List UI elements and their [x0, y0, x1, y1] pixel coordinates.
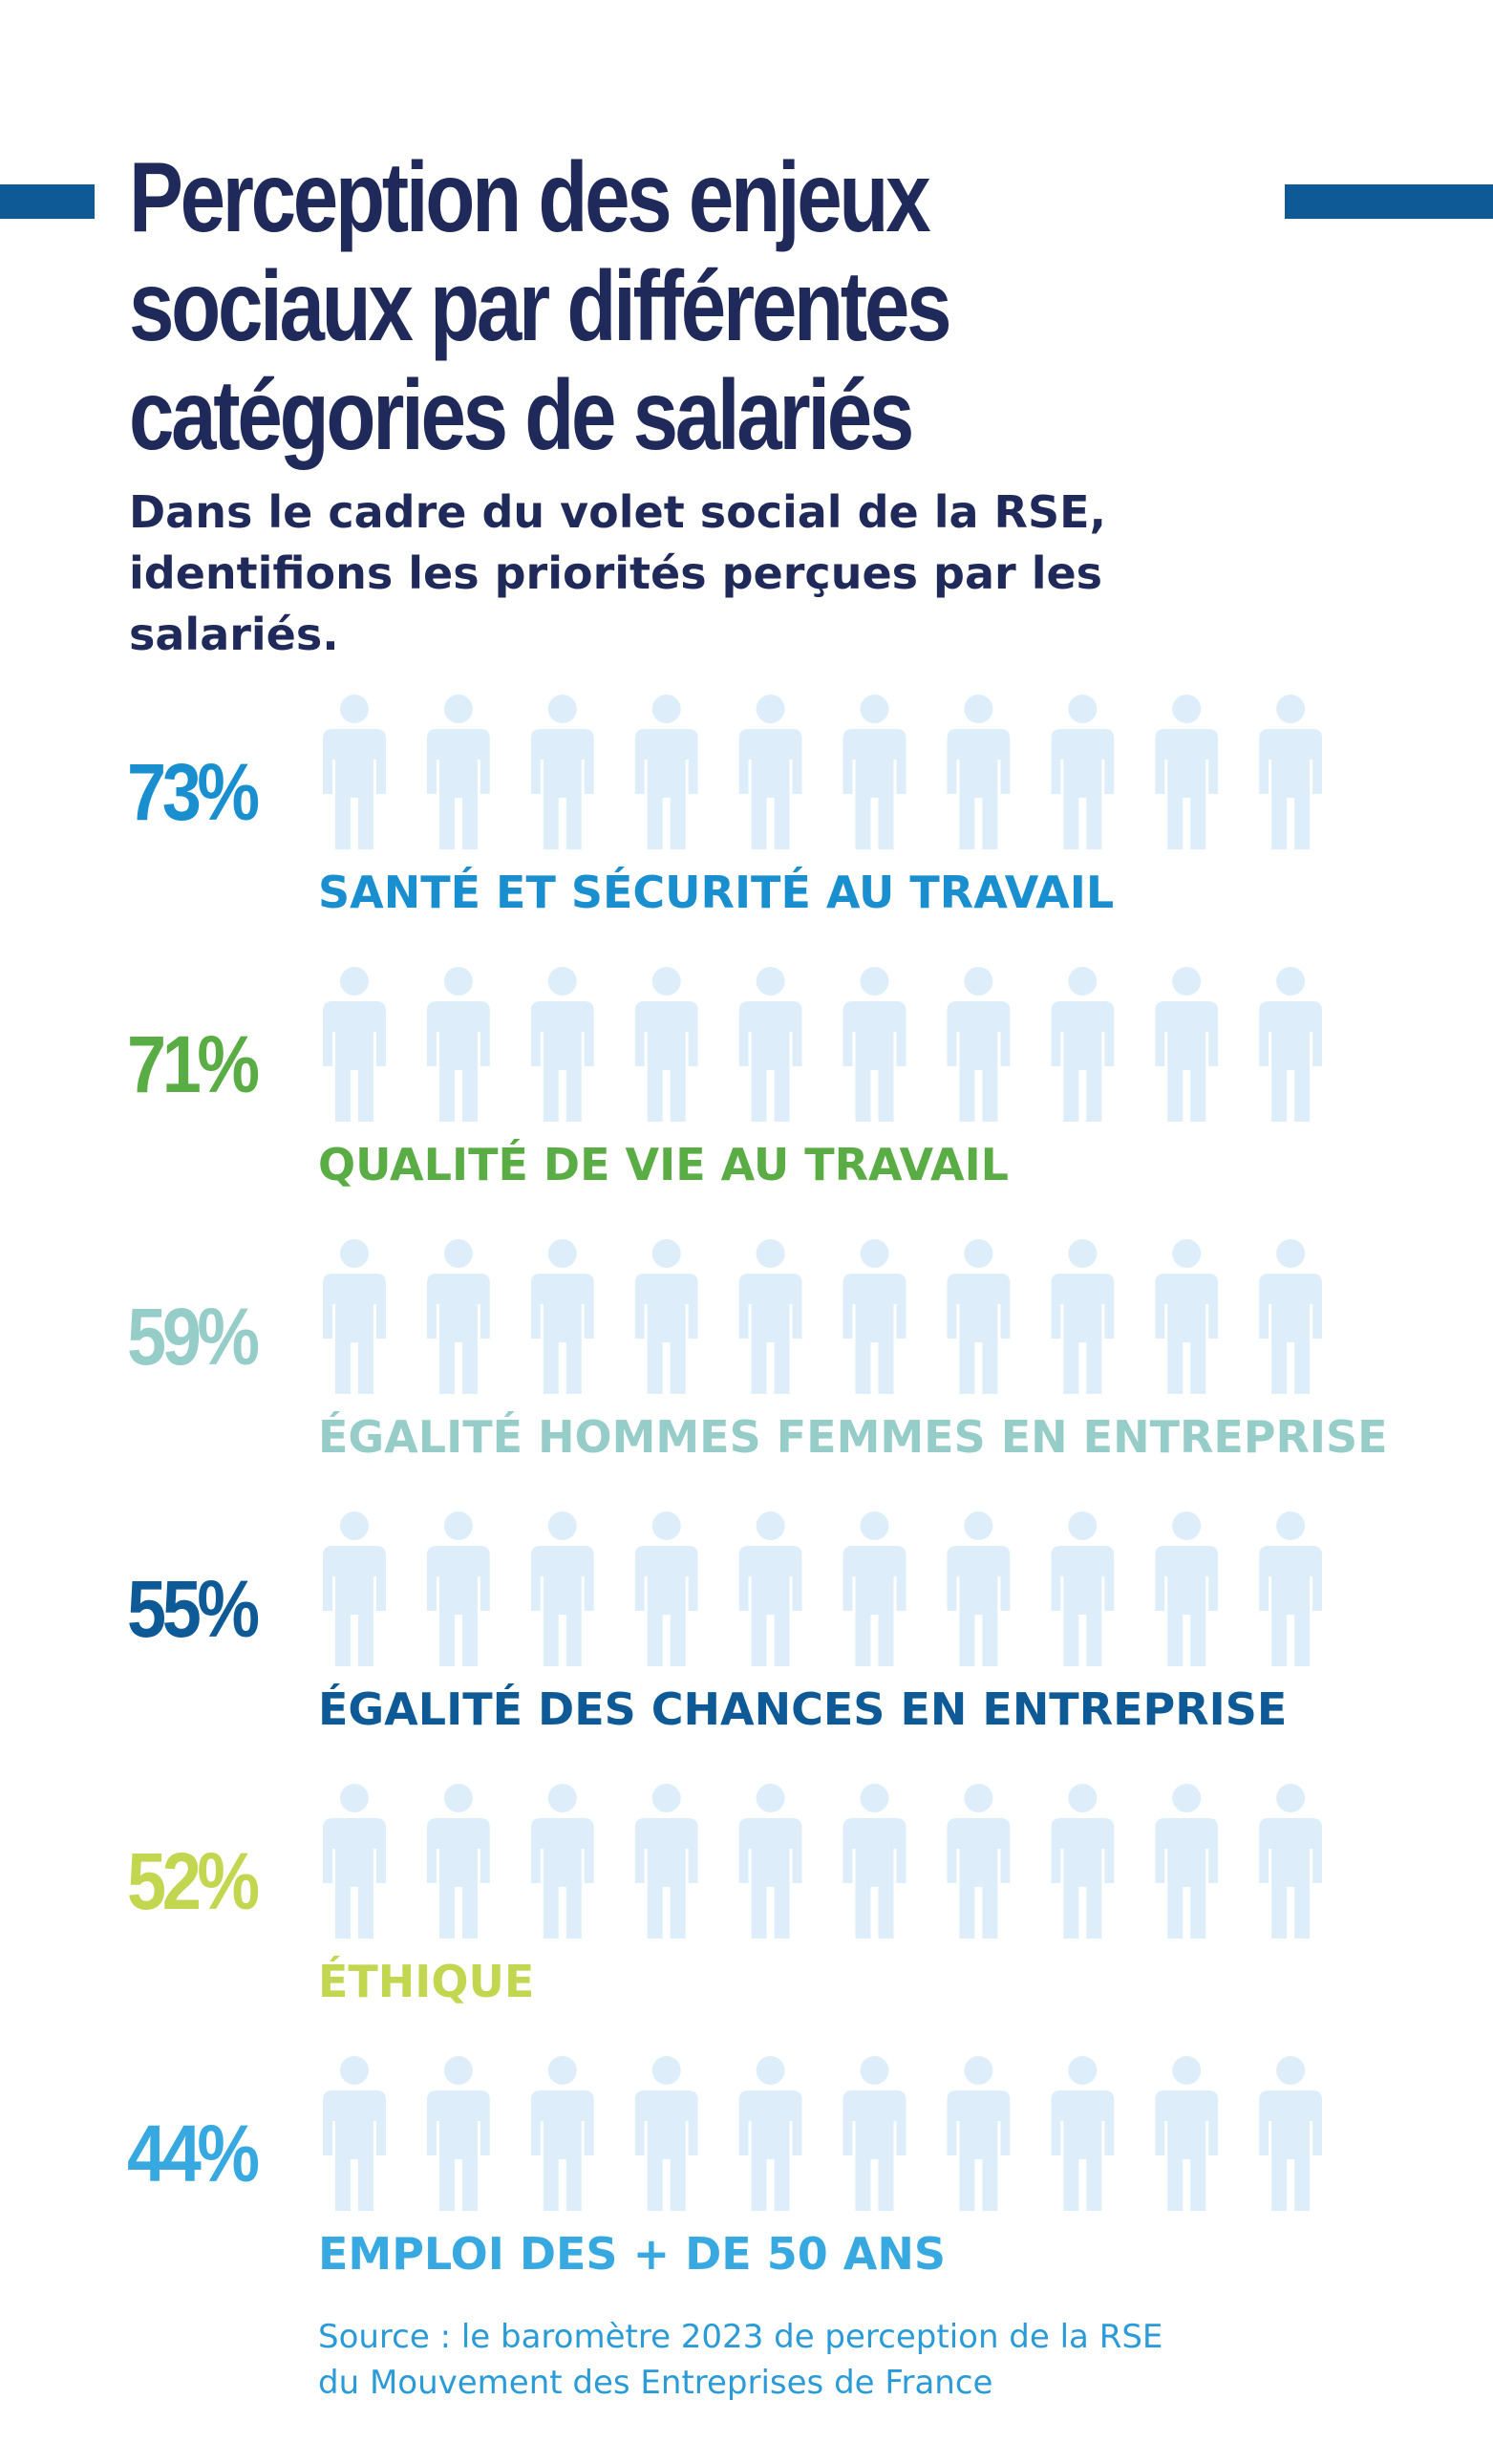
- pictograph-row: 52% ÉTHIQUE: [127, 1784, 1323, 2007]
- category-label: ÉGALITÉ HOMMES FEMMES EN ENTREPRISE: [318, 1411, 1388, 1463]
- person-icon: [1051, 1784, 1115, 1939]
- pictograph-row: 44% EMPLOI DES + DE 50 ANS: [127, 2056, 1323, 2280]
- person-icon: [323, 1239, 386, 1394]
- person-icon: [947, 967, 1011, 1122]
- person-icon: [842, 967, 906, 1122]
- source-note: Source : le baromètre 2023 de perception…: [318, 2314, 1369, 2406]
- percent-label: 52%: [127, 1836, 259, 1926]
- person-icon: [634, 695, 698, 849]
- percent-label: 44%: [127, 2109, 259, 2198]
- category-label: EMPLOI DES + DE 50 ANS: [318, 2228, 946, 2280]
- person-icon: [323, 695, 386, 849]
- person-icon: [1051, 1239, 1115, 1394]
- person-icon: [842, 1784, 906, 1939]
- person-icon: [1051, 967, 1115, 1122]
- person-icon: [530, 2056, 594, 2211]
- person-icon: [530, 967, 594, 1122]
- person-icon: [947, 1511, 1011, 1666]
- person-icon: [426, 1511, 490, 1666]
- person-icon: [323, 1784, 386, 1939]
- person-icon: [634, 1239, 698, 1394]
- category-label: ÉGALITÉ DES CHANCES EN ENTREPRISE: [318, 1683, 1287, 1735]
- person-icon: [842, 2056, 906, 2211]
- person-icon: [1259, 967, 1323, 1122]
- person-icon: [1051, 1511, 1115, 1666]
- person-icon: [1155, 1239, 1219, 1394]
- person-icon: [426, 1239, 490, 1394]
- person-icon: [1051, 2056, 1115, 2211]
- person-icon: [1051, 695, 1115, 849]
- category-label: ÉTHIQUE: [318, 1956, 534, 2007]
- person-icon: [738, 695, 802, 849]
- person-icon: [530, 1239, 594, 1394]
- decorative-bar-left: [0, 184, 95, 219]
- person-icon: [1155, 1511, 1219, 1666]
- percent-label: 55%: [127, 1564, 259, 1654]
- person-icon: [530, 1784, 594, 1939]
- percent-label: 73%: [127, 747, 259, 837]
- category-label: SANTÉ ET SÉCURITÉ AU TRAVAIL: [318, 867, 1114, 918]
- person-icon: [426, 2056, 490, 2211]
- pictograph-row: 59% ÉGALITÉ HOMMES FEMMES EN ENTREPRISE: [127, 1239, 1388, 1463]
- person-icon: [530, 1511, 594, 1666]
- person-icon: [738, 2056, 802, 2211]
- percent-label: 59%: [127, 1292, 259, 1382]
- person-icon: [1155, 1784, 1219, 1939]
- person-icon: [426, 695, 490, 849]
- person-icon: [947, 2056, 1011, 2211]
- person-icon: [634, 1511, 698, 1666]
- person-icon: [426, 967, 490, 1122]
- pictograph-row: 71% QUALITÉ DE VIE AU TRAVAIL: [127, 967, 1323, 1190]
- person-icon: [1259, 1784, 1323, 1939]
- person-icon: [323, 967, 386, 1122]
- decorative-bar-right: [1285, 184, 1493, 219]
- person-icon: [1259, 1239, 1323, 1394]
- person-icon: [738, 1511, 802, 1666]
- person-icon: [1155, 967, 1219, 1122]
- person-icon: [426, 1784, 490, 1939]
- person-icon: [842, 1239, 906, 1394]
- person-icon: [530, 695, 594, 849]
- pictograph-row: 73% SANTÉ ET SÉCURITÉ AU TRAVAIL: [127, 695, 1323, 918]
- person-icon: [1259, 1511, 1323, 1666]
- person-icon: [738, 1784, 802, 1939]
- person-icon: [1155, 2056, 1219, 2211]
- person-icon: [634, 1784, 698, 1939]
- chart-subtitle: Dans le cadre du volet social de la RSE,…: [129, 486, 1106, 660]
- person-icon: [634, 2056, 698, 2211]
- percent-label: 71%: [127, 1019, 259, 1109]
- person-icon: [947, 1784, 1011, 1939]
- person-icon: [634, 967, 698, 1122]
- person-icon: [1259, 2056, 1323, 2211]
- pictograph-row: 55% ÉGALITÉ DES CHANCES EN ENTREPRISE: [127, 1511, 1323, 1735]
- person-icon: [842, 695, 906, 849]
- source-line-1: Source : le baromètre 2023 de perception…: [318, 2318, 1163, 2356]
- category-label: QUALITÉ DE VIE AU TRAVAIL: [318, 1139, 1009, 1190]
- person-icon: [842, 1511, 906, 1666]
- person-icon: [1155, 695, 1219, 849]
- person-icon: [323, 1511, 386, 1666]
- person-icon: [738, 1239, 802, 1394]
- person-icon: [947, 1239, 1011, 1394]
- source-line-2: du Mouvement des Entreprises de France: [318, 2364, 993, 2402]
- chart-title: Perception des enjeux sociaux par différ…: [129, 142, 952, 471]
- person-icon: [738, 967, 802, 1122]
- person-icon: [323, 2056, 386, 2211]
- person-icon: [1259, 695, 1323, 849]
- person-icon: [947, 695, 1011, 849]
